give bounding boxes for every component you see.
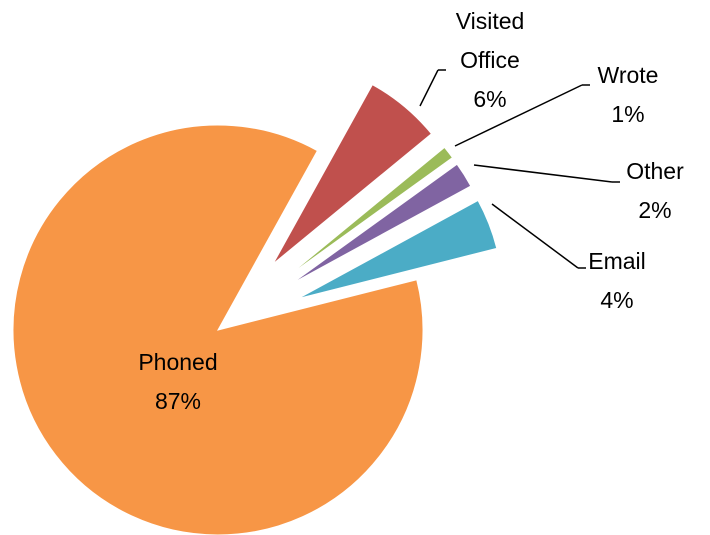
slice-label: Phoned 87% [118, 343, 238, 421]
value-label: 87% [154, 388, 202, 414]
category-label: Visited Office [455, 8, 525, 73]
slice-label: Wrote 1% [568, 56, 688, 134]
slice-label: Email 4% [557, 242, 677, 320]
pie-slice [12, 124, 424, 535]
category-label: Phoned [138, 349, 218, 375]
value-label: 4% [600, 287, 634, 313]
slice-label: Visited Office 6% [445, 2, 535, 119]
category-label: Other [626, 158, 684, 184]
slice-label: Other 2% [595, 152, 710, 230]
leader-line [473, 164, 613, 183]
value-label: 6% [473, 86, 507, 112]
pie-slice [290, 163, 472, 285]
pie-slice [285, 146, 454, 278]
leader-line [419, 69, 439, 107]
leader-line [491, 203, 579, 269]
category-label: Wrote [597, 62, 659, 88]
category-label: Email [588, 248, 646, 274]
pie-slice [272, 83, 433, 265]
value-label: 2% [638, 197, 672, 223]
value-label: 1% [611, 101, 645, 127]
leader-line [454, 84, 583, 147]
pie-slice [297, 199, 498, 300]
